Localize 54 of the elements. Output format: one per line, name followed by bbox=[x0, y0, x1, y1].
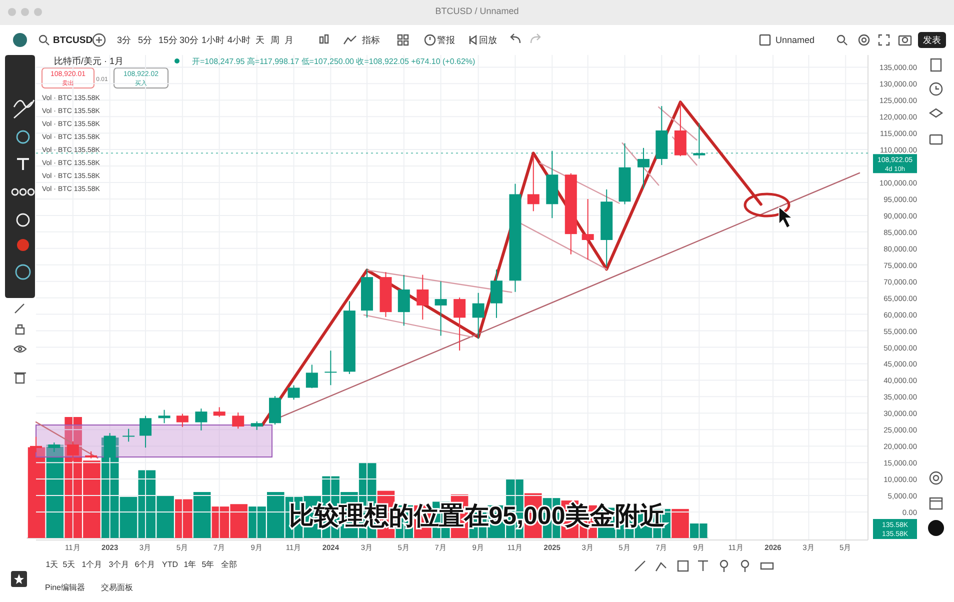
candlestick bbox=[454, 297, 466, 352]
bar bbox=[46, 444, 64, 538]
text: Unnamed bbox=[775, 35, 815, 45]
candlestick bbox=[195, 408, 208, 431]
candlestick bbox=[306, 364, 318, 389]
text: 6个月 bbox=[134, 560, 156, 569]
candlestick bbox=[472, 292, 484, 340]
annotation: 开=108,247.95 高=117,998.17 低=107,250.00 收=108,922.05 +674.10 (+0.62%) bbox=[192, 57, 476, 66]
chart-title: 比特币/美元 · 1月 bbox=[54, 56, 124, 66]
candlestick bbox=[324, 350, 337, 386]
text: Pine编辑器 bbox=[44, 583, 86, 592]
candlestick bbox=[638, 147, 650, 189]
text: 1个月 bbox=[82, 560, 102, 569]
bar bbox=[672, 508, 689, 538]
candlestick bbox=[416, 274, 429, 320]
bar bbox=[193, 492, 211, 538]
candlestick bbox=[122, 428, 135, 442]
text: 交易面板 bbox=[101, 583, 133, 592]
candlestick bbox=[176, 413, 188, 428]
text: 5分 bbox=[138, 35, 152, 45]
text: 月 bbox=[284, 35, 294, 45]
candlestick bbox=[693, 122, 706, 160]
text: 3分 bbox=[116, 35, 132, 45]
candlestick bbox=[527, 154, 540, 212]
text: 30分 bbox=[179, 35, 199, 45]
bar bbox=[175, 499, 192, 538]
text: YTD bbox=[162, 560, 178, 569]
candlestick bbox=[140, 415, 152, 448]
text: 1天 bbox=[46, 560, 58, 569]
text: 指标 bbox=[361, 35, 380, 45]
text: 4小时 bbox=[227, 35, 251, 45]
text: BTCUSD / Unnamed bbox=[435, 6, 519, 16]
candlestick bbox=[158, 409, 170, 424]
text: 5年 bbox=[202, 560, 214, 569]
candlestick bbox=[288, 384, 300, 400]
text: 全部 bbox=[221, 560, 237, 569]
text: 警报 bbox=[437, 35, 455, 45]
text: 3个月 bbox=[108, 560, 130, 569]
candlestick bbox=[434, 280, 447, 336]
text: 发表 bbox=[923, 35, 941, 45]
text: 1年 bbox=[184, 560, 196, 569]
text: 5天 bbox=[62, 560, 76, 569]
text: 天 bbox=[256, 35, 264, 45]
candlestick bbox=[582, 198, 594, 260]
text: 回放 bbox=[479, 35, 497, 45]
candlestick bbox=[490, 268, 502, 318]
candlestick bbox=[398, 274, 410, 326]
text: 周 bbox=[270, 35, 280, 45]
text: BTCUSD bbox=[53, 35, 93, 46]
bar bbox=[690, 523, 708, 538]
candlestick bbox=[213, 406, 226, 418]
text: 1小时 bbox=[201, 35, 225, 45]
candlestick bbox=[232, 412, 244, 430]
text: 15分 bbox=[158, 35, 178, 45]
